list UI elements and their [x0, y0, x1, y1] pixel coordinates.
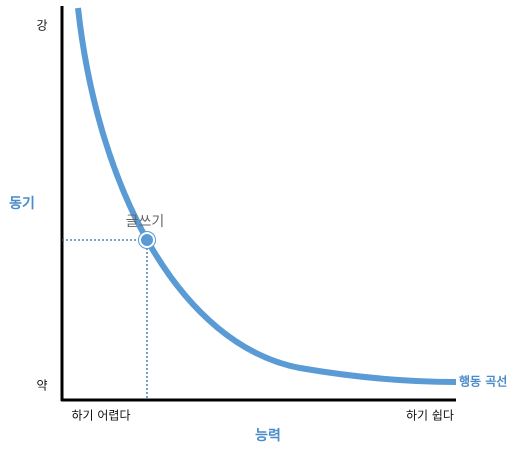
point-label: 글쓰기	[126, 214, 165, 230]
curve-label: 행동 곡선	[459, 374, 507, 389]
x-left-label: 하기 어렵다	[71, 409, 130, 423]
point-marker	[139, 232, 155, 248]
behavior-curve	[75, 7, 457, 385]
x-axis-title: 능력	[255, 428, 281, 444]
y-top-label: 강	[36, 19, 47, 33]
x-right-label: 하기 쉽다	[406, 409, 454, 423]
y-bottom-label: 약	[36, 378, 47, 393]
y-axis-title: 동기	[9, 196, 35, 212]
point-ring	[138, 231, 156, 249]
